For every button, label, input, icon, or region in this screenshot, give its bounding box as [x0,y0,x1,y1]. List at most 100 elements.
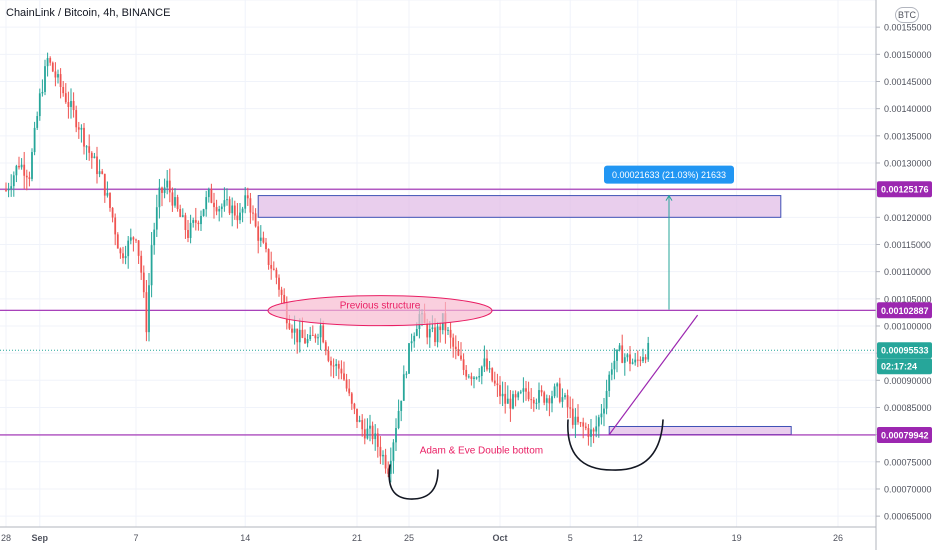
candle-body [595,426,598,432]
time-axis: 28 Sep 7 14 21 25 Oct 5 12 19 26 [0,526,876,543]
measure-arrowhead [665,194,673,201]
candle-body [597,417,600,427]
candle-body [119,248,122,254]
candle-body [293,328,296,333]
eve-bottom-curve[interactable] [567,419,664,471]
candle-body [67,102,70,107]
candle-body [337,363,340,369]
price-axis-label: 0.00145000 [884,77,932,87]
candle-body [449,329,452,338]
candle-body [124,256,127,259]
candle-body [626,354,629,358]
candle-body [70,101,72,107]
currency-badge[interactable]: BTC [895,7,919,23]
candle-body [163,187,166,193]
candle-body [405,373,408,375]
candle-body [226,199,228,201]
price-zone-box[interactable] [257,195,782,218]
candle-body [31,152,33,179]
last-price-badge: 0.00095533 [881,346,929,356]
price-axis-label: 0.00065000 [884,512,932,522]
candle-body [569,407,572,409]
candle-body [473,377,475,379]
candle-body [324,342,327,351]
chart-title: ChainLink / Bitcoin, 4h, BINANCE [6,7,171,19]
candle-body [213,202,215,208]
candle-body [233,205,236,216]
candle-body [350,393,353,404]
candle-body [634,359,637,363]
candle-body [38,93,41,117]
candle-body [241,208,244,213]
candle-body [371,425,374,440]
candle-body [514,394,517,398]
candle-body [358,420,361,422]
candle-body [317,337,319,339]
candle-body [527,391,530,400]
candle-body [98,171,101,175]
candle-body [171,192,174,206]
candle-body [49,58,52,63]
candle-body [223,200,226,207]
trend-line[interactable] [608,314,699,435]
candle-body [231,205,234,214]
price-axis: 0.000650000.000700000.000750000.00080000… [875,0,932,550]
candle-body [621,345,624,363]
candle-body [278,277,280,290]
candle-body [288,323,291,329]
candle-body [311,334,314,336]
candle-body [605,390,608,409]
candle-body [366,428,369,439]
candle-body [543,392,546,403]
candle-body [205,197,208,210]
candle-body [374,433,377,440]
candle-body [408,343,410,374]
candle-body [616,349,618,361]
time-axis-label: 19 [732,533,742,543]
candle-body [475,377,478,379]
candle-body [592,429,595,432]
candle-body [314,335,317,339]
candle-body [436,326,439,343]
candle-body [197,222,200,225]
candle-body [613,360,616,370]
adam-bottom-curve[interactable] [388,464,439,500]
candle-body [23,164,26,176]
price-zone-box[interactable] [608,425,792,436]
candle-body [103,173,106,196]
price-axis-label: 0.00115000 [884,240,931,250]
candle-body [553,386,556,397]
candle-body [496,383,499,386]
candle-body [254,213,257,227]
candle-body [174,197,176,206]
candle-body [207,189,210,198]
candle-body [415,328,418,336]
candle-body [348,388,351,394]
candle-body [467,376,470,378]
candle-body [428,329,431,338]
price-axis-label: 0.00150000 [884,50,932,60]
candle-body [561,397,564,402]
candle-body [493,380,496,384]
candle-body [623,357,626,363]
candle-body [101,171,104,174]
time-axis-label: Sep [32,533,49,543]
candle-body [410,341,413,344]
candle-body [59,74,62,87]
candle-body [137,240,140,256]
chart-grid [0,0,876,527]
chart-zones [257,195,792,436]
candle-body [491,368,494,381]
price-axis-label: 0.00085000 [884,403,932,413]
time-axis-label: 14 [240,533,250,543]
candle-body [584,426,587,429]
previous-structure-ellipse[interactable] [267,295,493,327]
candle-body [259,237,262,241]
candle-body [153,229,156,246]
candle-body [509,398,512,409]
candle-body [483,358,486,367]
candle-body [548,398,551,404]
candle-body [309,334,312,340]
candle-body [270,264,273,269]
